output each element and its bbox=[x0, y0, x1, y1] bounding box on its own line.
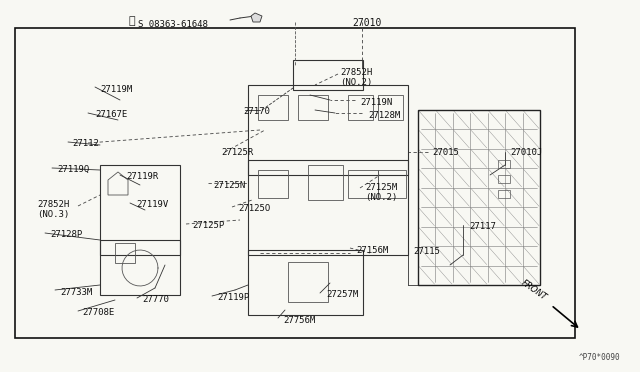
Bar bbox=[498, 190, 510, 198]
Text: 27119N: 27119N bbox=[360, 98, 392, 107]
Text: 27852H: 27852H bbox=[340, 68, 372, 77]
Text: 27119Q: 27119Q bbox=[57, 165, 89, 174]
Text: 27119M: 27119M bbox=[100, 85, 132, 94]
Text: 27170: 27170 bbox=[243, 107, 270, 116]
Bar bbox=[498, 160, 510, 168]
Text: 27119P: 27119P bbox=[217, 293, 249, 302]
Bar bbox=[115, 243, 135, 263]
Polygon shape bbox=[251, 13, 262, 22]
Text: ^P70*0090: ^P70*0090 bbox=[579, 353, 620, 362]
Bar bbox=[348, 95, 373, 120]
Bar bbox=[258, 95, 288, 120]
Bar bbox=[378, 170, 406, 198]
Text: 27115: 27115 bbox=[413, 247, 440, 256]
Bar bbox=[308, 165, 343, 200]
Text: S 08363-61648: S 08363-61648 bbox=[138, 20, 208, 29]
Text: 27733M: 27733M bbox=[60, 288, 92, 297]
Text: 27125M: 27125M bbox=[365, 183, 397, 192]
Text: 27119R: 27119R bbox=[126, 172, 158, 181]
Text: (NO.2): (NO.2) bbox=[340, 78, 372, 87]
Text: 27128P: 27128P bbox=[50, 230, 83, 239]
Text: 27770: 27770 bbox=[142, 295, 169, 304]
Text: (NO.2): (NO.2) bbox=[365, 193, 397, 202]
Bar bbox=[258, 170, 288, 198]
Text: 27117: 27117 bbox=[469, 222, 496, 231]
Text: 27010J: 27010J bbox=[510, 148, 542, 157]
Bar bbox=[15, 28, 575, 338]
Bar bbox=[418, 110, 540, 285]
Text: 27708E: 27708E bbox=[82, 308, 115, 317]
Text: 27156M: 27156M bbox=[356, 246, 388, 255]
Text: 27167E: 27167E bbox=[95, 110, 127, 119]
Bar bbox=[498, 175, 510, 183]
Text: 27756M: 27756M bbox=[283, 316, 316, 325]
Text: 27119V: 27119V bbox=[136, 200, 168, 209]
Bar bbox=[100, 165, 180, 255]
Text: FRONT: FRONT bbox=[519, 278, 548, 302]
Bar bbox=[348, 170, 378, 198]
Bar bbox=[298, 95, 328, 120]
Bar bbox=[248, 160, 408, 255]
Text: 27125R: 27125R bbox=[221, 148, 253, 157]
Bar bbox=[248, 85, 408, 175]
Text: 27125N: 27125N bbox=[213, 181, 245, 190]
Text: 27125P: 27125P bbox=[192, 221, 224, 230]
Text: 27112: 27112 bbox=[72, 139, 99, 148]
Bar bbox=[248, 250, 363, 315]
Bar bbox=[288, 262, 328, 302]
Bar bbox=[100, 240, 180, 295]
Text: 27257M: 27257M bbox=[326, 290, 358, 299]
Text: 27010: 27010 bbox=[352, 18, 381, 28]
Text: 27128M: 27128M bbox=[368, 111, 400, 120]
Bar bbox=[293, 60, 363, 90]
Text: 27852H: 27852H bbox=[37, 200, 69, 209]
Text: (NO.3): (NO.3) bbox=[37, 210, 69, 219]
Text: 27015: 27015 bbox=[432, 148, 459, 157]
Text: Ⓢ: Ⓢ bbox=[129, 16, 135, 26]
Text: 27125O: 27125O bbox=[238, 204, 270, 213]
Bar bbox=[378, 95, 403, 120]
